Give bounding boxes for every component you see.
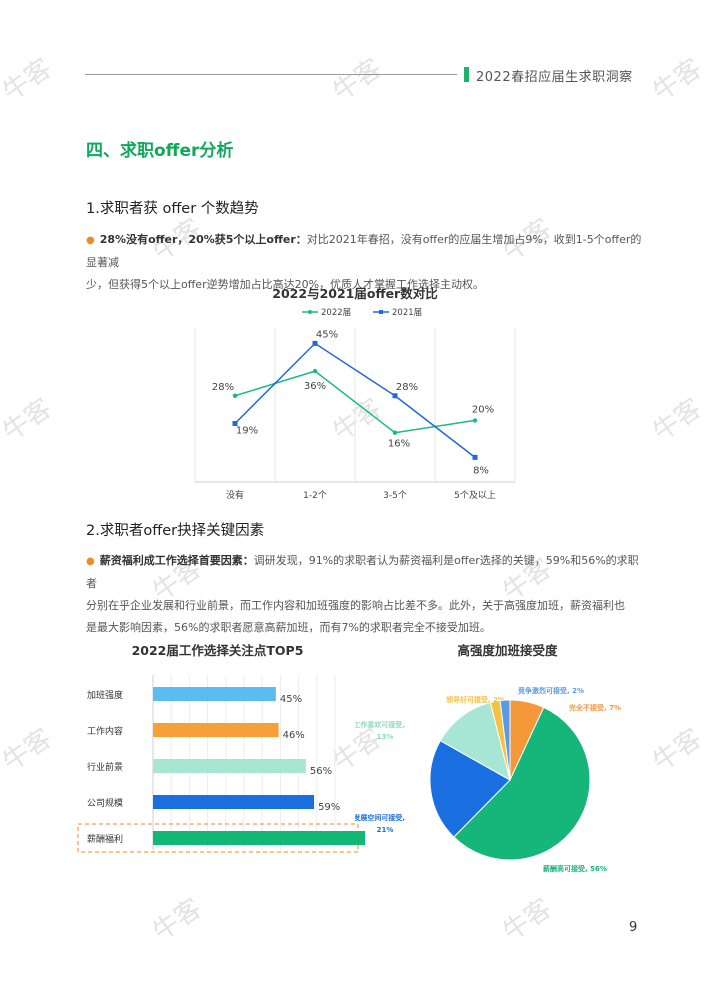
paragraph-lead: 薪资福利成工作选择首要因素： (99, 554, 254, 567)
data-label: 8% (473, 465, 489, 476)
paragraph-text: 对比2021年春招，没有offer的应届生增加占9%，收到1-5个offer的显… (86, 233, 642, 269)
legend-marker (308, 310, 312, 314)
data-point (232, 393, 238, 398)
subsection-title-offer-trend: 1.求职者获 offer 个数趋势 (86, 201, 259, 217)
data-label: 20% (472, 404, 494, 415)
line-chart: 没有 1-2个 3-5个 5个及以上 2022届 2021届 28% 36% 16% 20% 19%… (194, 308, 516, 501)
legend-label: 2021届 (392, 308, 422, 318)
watermark-text: 牛客 (327, 53, 388, 108)
legend-marker (379, 310, 383, 314)
data-point (232, 420, 238, 426)
bullet-icon: ● (86, 556, 95, 567)
bullet-icon: ● (86, 235, 95, 246)
data-label: 36% (304, 381, 326, 392)
pie-slice (499, 699, 511, 781)
paragraph-lead: 28%没有offer，20%获5个以上offer： (99, 233, 307, 246)
legend-label: 2022届 (321, 308, 351, 318)
paragraph-offer-factors: ● 薪资福利成工作选择首要因素：调研发现，91%的求职者认为薪资福利是offer选… (86, 550, 646, 639)
data-label: 28% (396, 382, 418, 393)
series-line (234, 342, 476, 458)
bar-value-label: 46% (283, 730, 305, 741)
pie-label: 21% (377, 826, 394, 834)
x-tick-label: 1-2个 (303, 490, 327, 501)
bar-value-label: 56% (310, 766, 332, 777)
data-point (392, 393, 398, 399)
x-tick-label: 没有 (226, 489, 244, 501)
data-label: 16% (388, 439, 410, 450)
line-chart-title: 2022与2021届offer数对比 (272, 286, 438, 301)
section-title: 四、求职offer分析 (86, 141, 234, 161)
bar-category-label: 工作内容 (87, 725, 123, 737)
data-point (312, 340, 318, 346)
pie-slice (429, 740, 511, 838)
pie-label: 竞争激烈可接受, 2% (517, 686, 584, 695)
paragraph-text: 少，但获得5个以上offer逆势增加占比高达20%，优质人才掌握工作选择主动权。 (86, 278, 485, 291)
bar-category-label: 行业前景 (87, 761, 123, 773)
x-tick-label: 5个及以上 (454, 490, 496, 501)
header-accent-bar (464, 67, 469, 82)
data-label: 45% (316, 329, 338, 340)
pie-label: 工作喜欢可接受, (355, 720, 405, 729)
pie-label: 领导好可接受, 2% (446, 695, 505, 704)
paragraph-text: 调研发现，91%的求职者认为薪资福利是offer选择的关键，59%和56%的求职… (86, 554, 639, 590)
paragraph-offer-trend: ● 28%没有offer，20%获5个以上offer：对比2021年春招，没有of… (86, 229, 646, 296)
bar (153, 831, 365, 845)
bar (153, 759, 306, 773)
data-label: 28% (212, 382, 234, 393)
pie-label: 薪酬高可接受, 56% (543, 864, 607, 873)
data-point (392, 430, 398, 435)
bar-category-label: 加班强度 (87, 689, 123, 701)
data-point (472, 454, 478, 460)
pie-label: 13% (377, 733, 394, 741)
paragraph-text: 是最大影响因素，56%的求职者愿意高薪加班，而有7%的求职者完全不接受加班。 (86, 621, 491, 634)
bar-value-label: 45% (280, 694, 302, 705)
data-label: 19% (236, 425, 258, 436)
watermark-text: 牛客 (647, 393, 708, 448)
pie-chart-title: 高强度加班接受度 (457, 643, 558, 658)
pie-label: 完全不接受, 7% (569, 703, 621, 712)
watermark-text: 牛客 (0, 393, 58, 448)
x-tick-label: 3-5个 (383, 490, 407, 501)
data-point (472, 418, 478, 423)
watermark-text: 牛客 (147, 893, 208, 948)
bar (153, 687, 276, 701)
bar (153, 795, 315, 809)
header-title: 2022春招应届生求职洞察 (476, 70, 633, 85)
header-rule (85, 74, 457, 75)
bar-category-label: 公司规模 (87, 798, 123, 809)
watermark-text: 牛客 (0, 53, 58, 108)
watermark-text: 牛客 (0, 723, 58, 778)
page-number: 9 (629, 920, 638, 935)
bar-chart-title: 2022届工作选择关注点TOP5 (131, 643, 304, 658)
pie-label: 有发展空间可接受, (355, 813, 405, 822)
pie-chart: 完全不接受, 7% 薪酬高可接受, 56% 有发展空间可接受, 21% 工作喜欢可接受,… (355, 686, 621, 873)
bar (153, 723, 279, 737)
paragraph-text: 分别在乎企业发展和行业前景，而工作内容和加班强度的影响占比差不多。此外，关于高强… (86, 599, 625, 612)
watermark-text: 牛客 (647, 53, 708, 108)
bar-value-label: 59% (318, 802, 340, 813)
bar-category-label: 薪酬福利 (87, 833, 123, 845)
data-point (312, 368, 318, 374)
watermark-text: 牛客 (497, 893, 558, 948)
pie-slice (453, 706, 591, 861)
pie-slice (439, 701, 511, 782)
subsection-title-offer-factors: 2.求职者offer抉择关键因素 (86, 523, 265, 539)
